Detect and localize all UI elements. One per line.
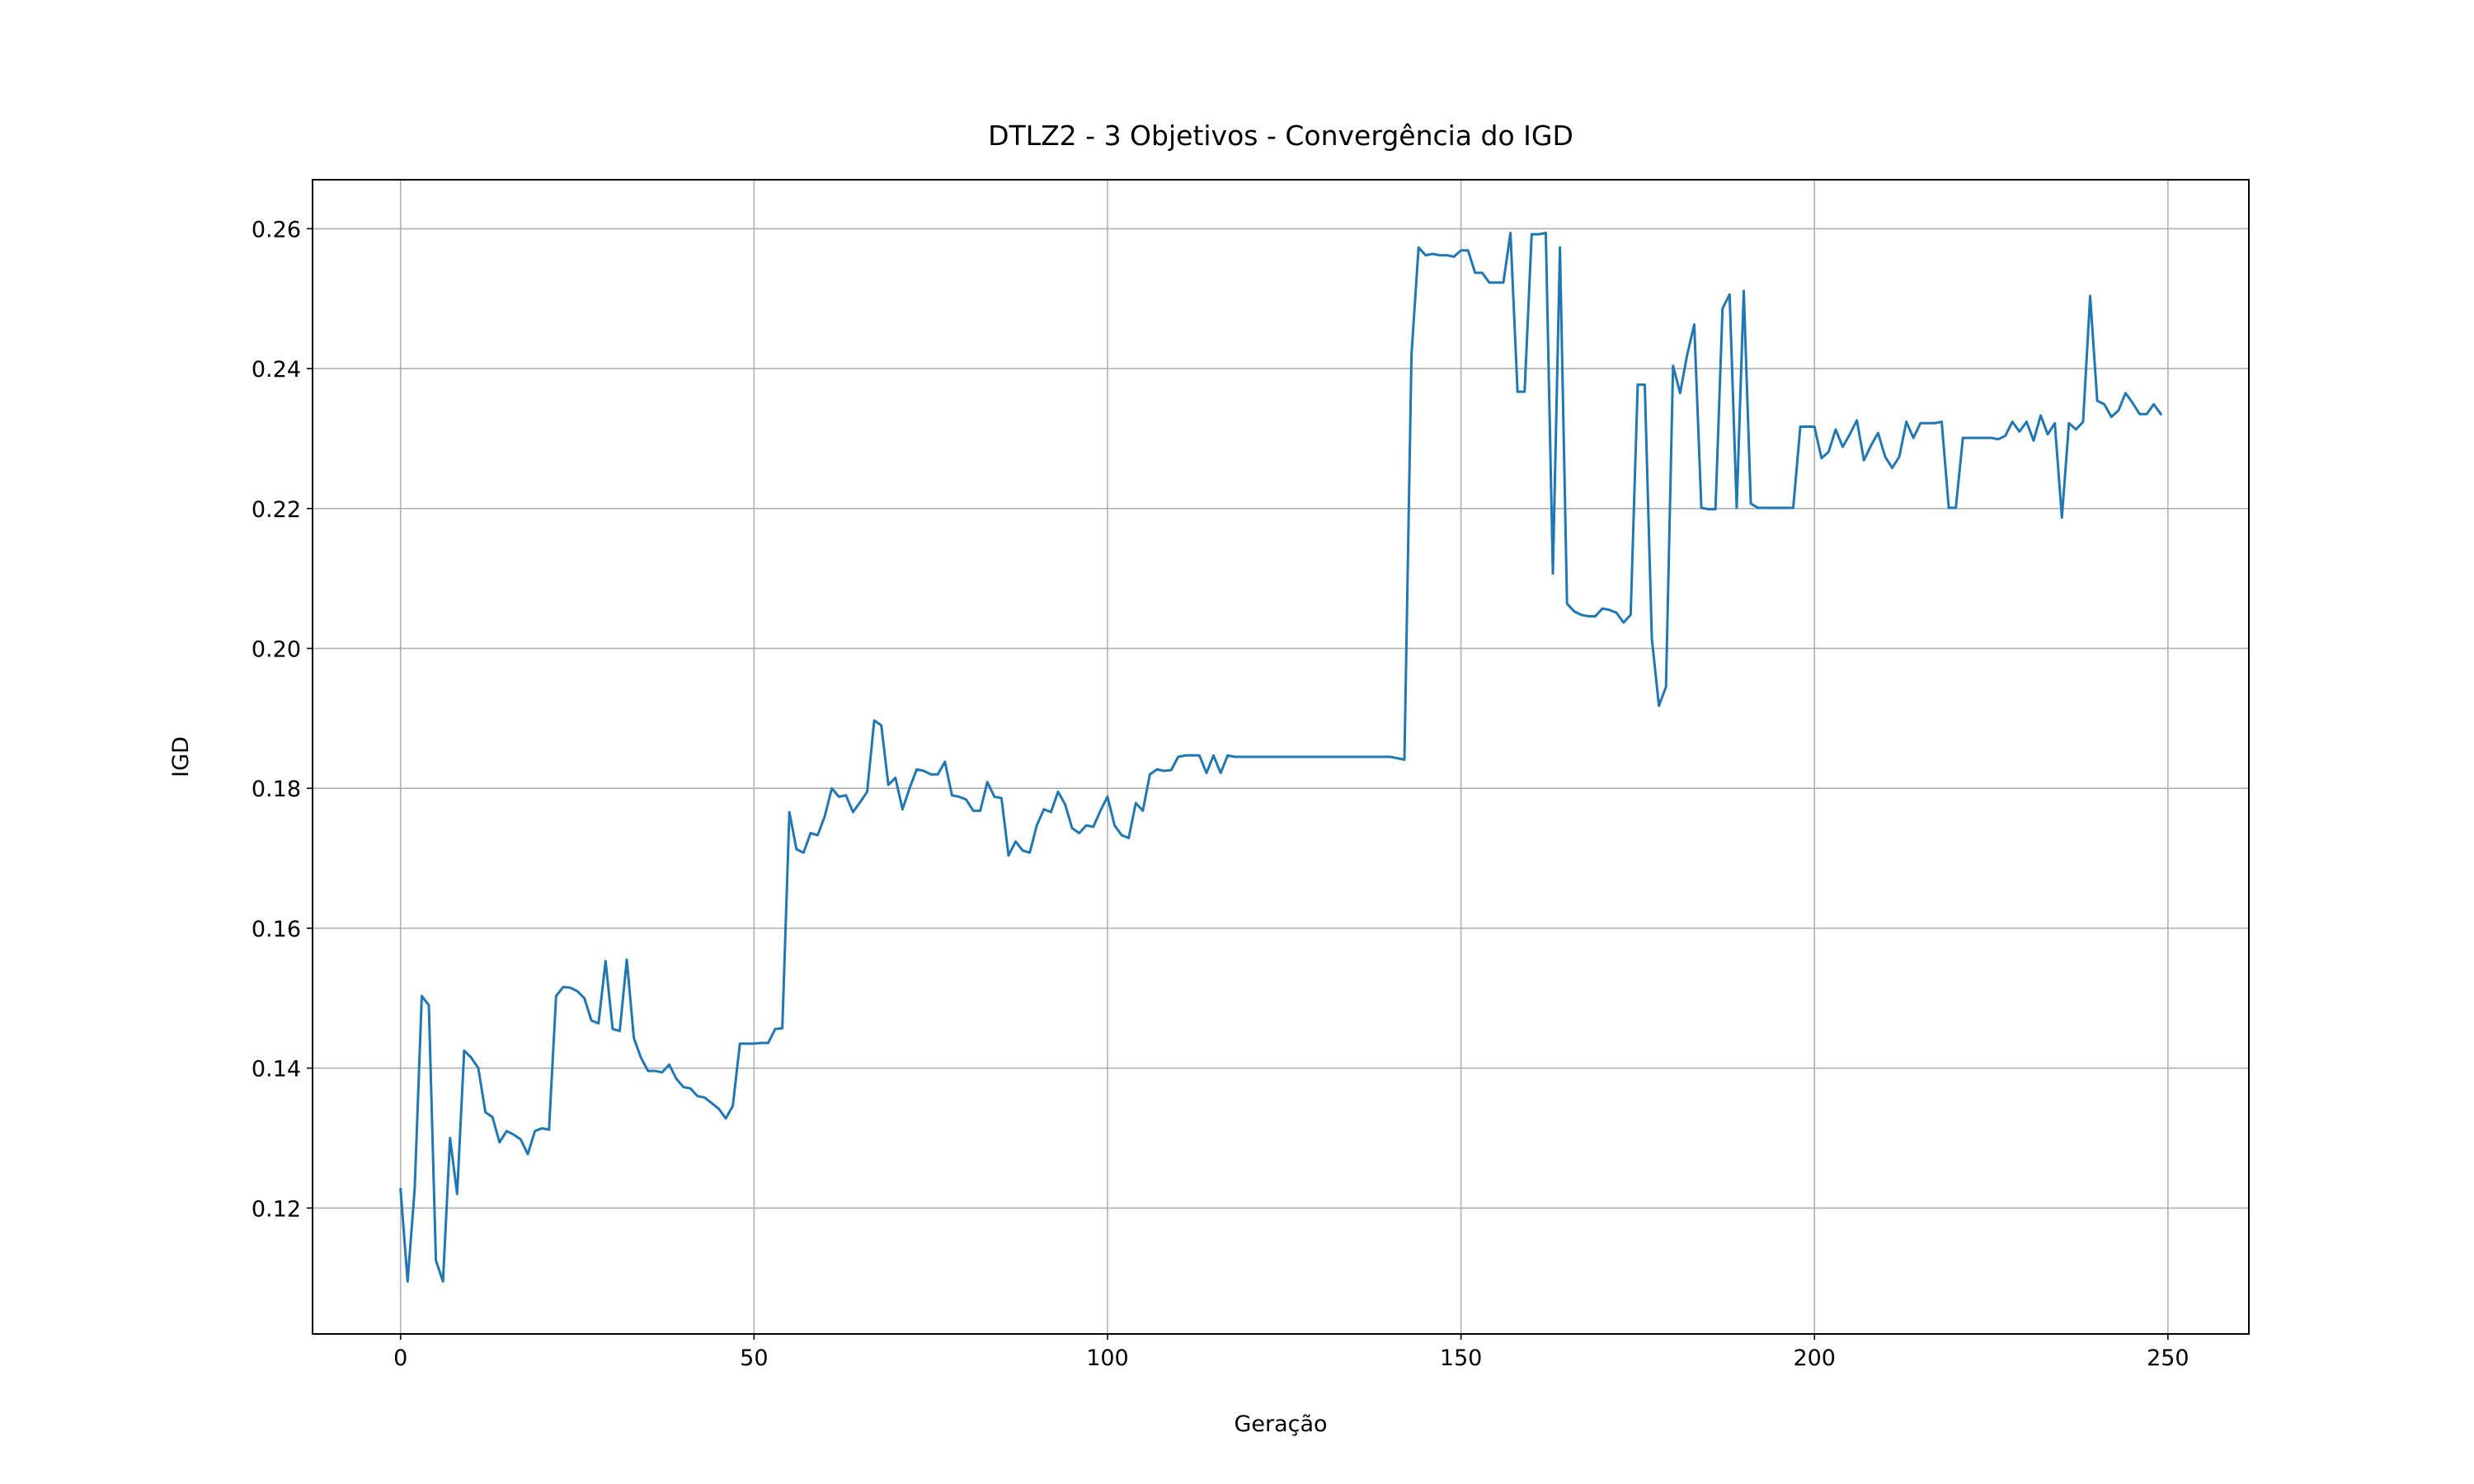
plot-area: [399, 231, 2163, 1283]
y-tick-label: 0.26: [252, 217, 301, 242]
y-tick-label: 0.20: [252, 636, 301, 662]
ticks: 0 50 100 150 200 250 0.12 0.14 0.16 0.18 0.20 0.22 0…: [252, 217, 2189, 1371]
data-line: [399, 231, 2163, 1283]
y-tick-label: 0.16: [252, 917, 301, 942]
x-tick-label: 0: [393, 1345, 407, 1371]
x-tick-label: 150: [1440, 1345, 1483, 1371]
y-tick-label: 0.14: [252, 1057, 301, 1082]
y-axis-label: IGD: [168, 736, 194, 777]
x-tick-label: 250: [2147, 1345, 2189, 1371]
y-tick-label: 0.18: [252, 777, 301, 802]
axes-frame: [312, 179, 2250, 1335]
chart-title: DTLZ2 - 3 Objetivos - Convergência do IG…: [988, 120, 1573, 152]
x-tick-label: 100: [1086, 1345, 1129, 1371]
x-tick-label: 50: [740, 1345, 768, 1371]
x-axis-label: Geração: [1234, 1411, 1327, 1437]
y-tick-label: 0.12: [252, 1196, 301, 1222]
y-tick-label: 0.22: [252, 497, 301, 523]
grid: [313, 180, 2249, 1334]
x-tick-label: 200: [1793, 1345, 1836, 1371]
y-tick-label: 0.24: [252, 357, 301, 383]
